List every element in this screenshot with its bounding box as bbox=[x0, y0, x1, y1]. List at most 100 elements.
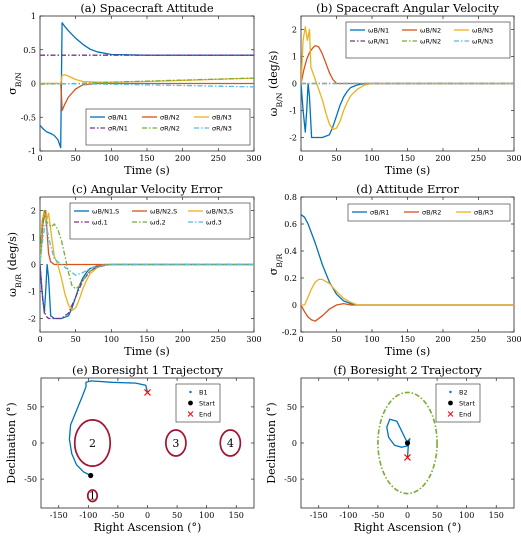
legend-swatch bbox=[189, 390, 192, 394]
legend-label: σR/N3 bbox=[212, 125, 232, 133]
legend-label: ωB/N2,S bbox=[150, 208, 177, 216]
x-tick-label: 100 bbox=[364, 154, 379, 163]
y-tick-label: 2 bbox=[31, 207, 36, 216]
region-label: 4 bbox=[227, 437, 234, 450]
x-axis-label: Time (s) bbox=[124, 345, 170, 358]
y-tick-label: -50 bbox=[24, 475, 37, 484]
x-tick-label: -50 bbox=[111, 511, 124, 520]
legend-label: B2 bbox=[459, 389, 468, 397]
legend-label: ωd,3 bbox=[206, 219, 222, 227]
legend-label: ωd,2 bbox=[150, 219, 166, 227]
y-tick-label: -2 bbox=[28, 315, 36, 324]
region-ellipse bbox=[377, 391, 438, 495]
y-tick-label: -2 bbox=[289, 134, 297, 143]
y-tick-label: -1 bbox=[28, 147, 36, 156]
y-axis-label: ωB/R (deg/s) bbox=[6, 232, 23, 297]
y-tick-label: 2 bbox=[292, 26, 297, 35]
x-tick-label: 100 bbox=[199, 511, 214, 520]
region-label: 3 bbox=[172, 437, 179, 450]
legend-label: ωR/N2 bbox=[420, 38, 441, 46]
legend-label: ωB/N3,S bbox=[206, 208, 233, 216]
y-tick-label: 0 bbox=[31, 261, 36, 270]
series-line bbox=[40, 209, 254, 266]
legend-box bbox=[69, 202, 251, 240]
legend-swatch bbox=[188, 400, 193, 406]
y-tick-label: 50 bbox=[287, 403, 297, 412]
chart-title: (e) Boresight 1 Trajectory bbox=[72, 363, 224, 377]
y-tick-label: 0 bbox=[292, 301, 297, 310]
chart-title: (f) Boresight 2 Trajectory bbox=[333, 363, 482, 377]
chart-a: 0 50 100 150 200 250 300 -1 -0.5 0 0.5 1 (a) Spacecr… bbox=[6, 1, 262, 177]
x-tick-label: 100 bbox=[364, 335, 379, 344]
series-line bbox=[40, 82, 254, 88]
legend-box bbox=[435, 383, 481, 423]
y-tick-label: 0.8 bbox=[284, 193, 297, 202]
y-tick-label: 0.4 bbox=[284, 247, 297, 256]
y-axis-label: ωB/N (deg/s) bbox=[267, 51, 284, 117]
x-tick-label: 200 bbox=[435, 154, 450, 163]
x-axis-label: Right Ascension (°) bbox=[354, 521, 462, 534]
series-line bbox=[386, 418, 411, 458]
legend-label: End bbox=[459, 411, 471, 419]
end-marker bbox=[144, 389, 151, 396]
y-tick-label: -0.5 bbox=[21, 113, 36, 122]
y-tick-label: -0.2 bbox=[282, 328, 297, 337]
x-tick-label: 150 bbox=[400, 335, 415, 344]
y-axis-label: σB/R bbox=[267, 254, 284, 276]
legend-box bbox=[85, 108, 251, 146]
x-tick-label: 150 bbox=[139, 335, 154, 344]
x-tick-label: 150 bbox=[139, 154, 154, 163]
x-tick-label: 200 bbox=[435, 335, 450, 344]
legend-label: End bbox=[199, 411, 211, 419]
x-tick-label: 150 bbox=[489, 511, 504, 520]
plot-area bbox=[301, 213, 514, 322]
series-line bbox=[40, 209, 254, 312]
chart-b: 0 50 100 150 200 250 300 -2 -1 0 1 2 (b) Spacecraft … bbox=[267, 1, 521, 177]
y-tick-label: -1 bbox=[28, 288, 36, 297]
x-tick-label: 200 bbox=[175, 154, 190, 163]
chart-f: -150 -100 -50 0 50 100 150 -50 0 50 (f) Boresight … bbox=[265, 363, 515, 534]
x-tick-label: 200 bbox=[175, 335, 190, 344]
region-ellipse bbox=[219, 429, 242, 457]
x-axis-label: Time (s) bbox=[385, 164, 431, 177]
x-tick-label: 100 bbox=[104, 335, 119, 344]
x-tick-label: 50 bbox=[432, 511, 442, 520]
chart-title: (c) Angular Velocity Error bbox=[72, 182, 223, 196]
x-axis-label: Right Ascension (°) bbox=[94, 521, 202, 534]
series-line bbox=[301, 278, 514, 306]
y-tick-label: -50 bbox=[284, 475, 297, 484]
legend-label: ωB/N2 bbox=[420, 27, 441, 35]
x-tick-label: -150 bbox=[310, 511, 328, 520]
legend-label: σB/N1 bbox=[108, 114, 128, 122]
plot-area bbox=[40, 209, 254, 320]
x-tick-label: 300 bbox=[246, 154, 261, 163]
chart-title: (a) Spacecraft Attitude bbox=[80, 1, 214, 15]
chart-d: 0 50 100 150 200 250 300-0.200.20.40.60.8(d) A… bbox=[267, 182, 521, 358]
x-tick-label: 0 bbox=[37, 335, 42, 344]
series-line bbox=[40, 209, 254, 290]
x-tick-label: 50 bbox=[71, 154, 81, 163]
x-tick-label: 0 bbox=[298, 335, 303, 344]
y-tick-label: 1 bbox=[292, 53, 297, 62]
legend: σB/N1 σB/N2 σB/N3 σR/N1 σR/N2 σR/N3 bbox=[85, 108, 251, 146]
x-tick-label: 300 bbox=[506, 154, 521, 163]
legend-swatch bbox=[448, 400, 453, 406]
end-marker bbox=[404, 454, 411, 461]
legend-label: ωB/N1,S bbox=[92, 208, 119, 216]
y-tick-label: 0.5 bbox=[23, 46, 36, 55]
legend-label: ωB/N3 bbox=[472, 27, 493, 35]
x-tick-label: 250 bbox=[471, 154, 486, 163]
region-ellipse bbox=[164, 429, 187, 457]
plot-area bbox=[377, 391, 438, 495]
legend-label: σR/N1 bbox=[108, 125, 128, 133]
series-line bbox=[40, 220, 254, 276]
x-tick-label: 50 bbox=[172, 511, 182, 520]
region-label: 2 bbox=[89, 437, 96, 450]
series-line bbox=[40, 263, 254, 320]
y-tick-label: 0.6 bbox=[284, 220, 297, 229]
plot-area bbox=[40, 22, 254, 149]
legend-label: σB/R3 bbox=[474, 209, 493, 217]
region-label: 1 bbox=[89, 490, 96, 503]
x-tick-label: 0 bbox=[145, 511, 150, 520]
y-tick-label: 1 bbox=[31, 234, 36, 243]
